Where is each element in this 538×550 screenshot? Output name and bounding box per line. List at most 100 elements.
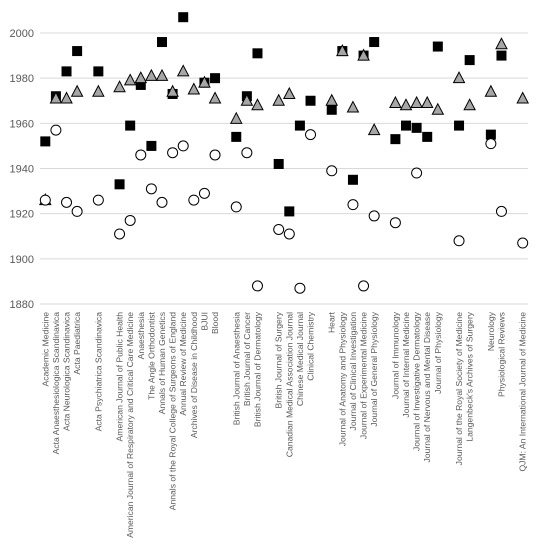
x-tick-label: Chinese Medical Journal <box>295 312 305 406</box>
circle-point <box>124 214 136 226</box>
circle-point <box>167 147 179 159</box>
square-point <box>61 66 72 77</box>
square-point <box>347 174 358 185</box>
square-point <box>454 120 465 131</box>
circle-point <box>273 223 285 235</box>
x-tick-label: Acta Neurologica Scandinavica <box>62 312 72 431</box>
x-axis-category-labels: Academic Medicine Acta Anaesthesiologica … <box>40 311 527 538</box>
x-tick-label: Journal of Immunology <box>390 311 400 399</box>
square-point <box>146 140 157 151</box>
circle-point <box>156 196 168 208</box>
triangle-point <box>346 100 360 113</box>
x-tick-label: Acta Anaesthesiologica Scandinavica <box>51 312 61 455</box>
triangle-point <box>410 95 423 109</box>
circle-point <box>368 210 380 222</box>
circle-point <box>495 205 507 217</box>
triangle-point <box>229 111 243 124</box>
x-tick-label: BJUI <box>199 312 209 331</box>
triangle-point <box>463 98 476 111</box>
triangle-point <box>389 95 402 109</box>
circle-point <box>517 237 529 249</box>
x-tick-label: Journal of Nervous and Mental Disease <box>422 312 432 463</box>
x-tick-label: Annals of Human Genetics <box>157 312 167 414</box>
circle-point <box>114 228 126 240</box>
circle-point <box>485 138 497 150</box>
triangle-point <box>336 43 349 57</box>
triangle-point <box>282 86 296 99</box>
triangle-point <box>145 68 158 81</box>
y-tick-label-1920: 1920 <box>10 209 34 221</box>
x-tick-label: Archives of Disease in Childhood <box>189 312 199 438</box>
circle-point <box>358 280 370 292</box>
triangle-point <box>399 98 413 111</box>
x-tick-label: Acta Paediatrica <box>72 312 82 375</box>
square-point <box>114 179 125 190</box>
square-point <box>411 122 422 133</box>
x-tick-label: British Journal of Cancer <box>242 312 252 406</box>
x-tick-label: Neurology <box>486 311 496 351</box>
triangle-point <box>420 95 434 109</box>
triangle-point <box>166 84 179 97</box>
square-point <box>326 104 337 115</box>
x-tick-label: Annual Review of Medicine <box>178 312 188 416</box>
triangle-point <box>367 123 381 136</box>
circle-point <box>251 280 263 292</box>
circle-point <box>188 194 200 206</box>
x-tick-label: Canadian Medical Association Journal <box>284 312 294 457</box>
x-tick-label: Blood <box>210 312 220 334</box>
gridlines <box>40 32 528 305</box>
triangle-point <box>92 84 105 97</box>
square-point <box>390 134 401 145</box>
x-tick-label: American Journal of Respiratory and Crit… <box>125 312 135 538</box>
square-point <box>93 66 104 77</box>
triangle-point <box>495 37 508 50</box>
x-tick-label: Journal of Experimental Medicine <box>359 312 369 439</box>
circle-point <box>305 129 317 141</box>
x-tick-label: British Journal of Dermatology <box>252 311 262 427</box>
triangle-point <box>113 80 126 93</box>
x-tick-label: Acta Psychiatrica Scandinavica <box>93 312 103 432</box>
x-tick-label: Anaesthesia <box>136 312 146 360</box>
circle-point <box>177 140 189 152</box>
x-tick-label: American Journal of Public Health <box>115 312 125 442</box>
x-tick-label: Journal of the Royal Society of Medicine <box>454 312 464 466</box>
square-point <box>40 136 51 147</box>
triangle-point <box>187 82 201 95</box>
triangle-point <box>251 98 264 111</box>
x-tick-label: Clinical Chemistry <box>306 311 316 380</box>
circle-point <box>50 124 62 136</box>
square-point <box>369 37 380 48</box>
x-tick-label: Journal of Investigative Dermatology <box>412 311 422 451</box>
square-point <box>178 12 189 23</box>
x-tick-label: Journal of Physiology <box>433 311 443 393</box>
square-point <box>284 206 295 217</box>
circle-point <box>411 167 423 179</box>
circle-point <box>39 194 51 206</box>
x-tick-label: The Angle Orthodontist <box>146 311 156 400</box>
square-point <box>157 37 167 48</box>
triangle-point <box>208 91 222 104</box>
triangle-point <box>49 91 63 104</box>
x-tick-label: Journal of Anatomy and Physiology <box>337 311 347 446</box>
triangle-point <box>123 73 137 86</box>
x-tick-label: Journal of Internal Medicine <box>401 312 411 418</box>
circle-point <box>61 196 73 208</box>
y-tick-label-2000: 2000 <box>10 28 34 40</box>
circle-point <box>347 199 359 211</box>
circle-point <box>92 194 104 206</box>
x-tick-label: Journal of General Physiology <box>369 311 379 426</box>
y-tick-label-1980: 1980 <box>10 73 34 85</box>
circle-point <box>145 183 157 195</box>
x-tick-label: Journal of Clinical Investigation <box>348 312 358 431</box>
triangle-point <box>272 93 286 106</box>
circle-point <box>230 201 242 213</box>
square-point <box>210 73 221 84</box>
square-point <box>432 41 443 52</box>
square-point <box>72 46 83 57</box>
x-tick-label: Heart <box>327 311 337 333</box>
square-point <box>252 48 263 59</box>
x-tick-label: Academic Medicine <box>40 312 50 387</box>
circle-point <box>135 149 147 161</box>
triangle-point <box>176 64 190 77</box>
